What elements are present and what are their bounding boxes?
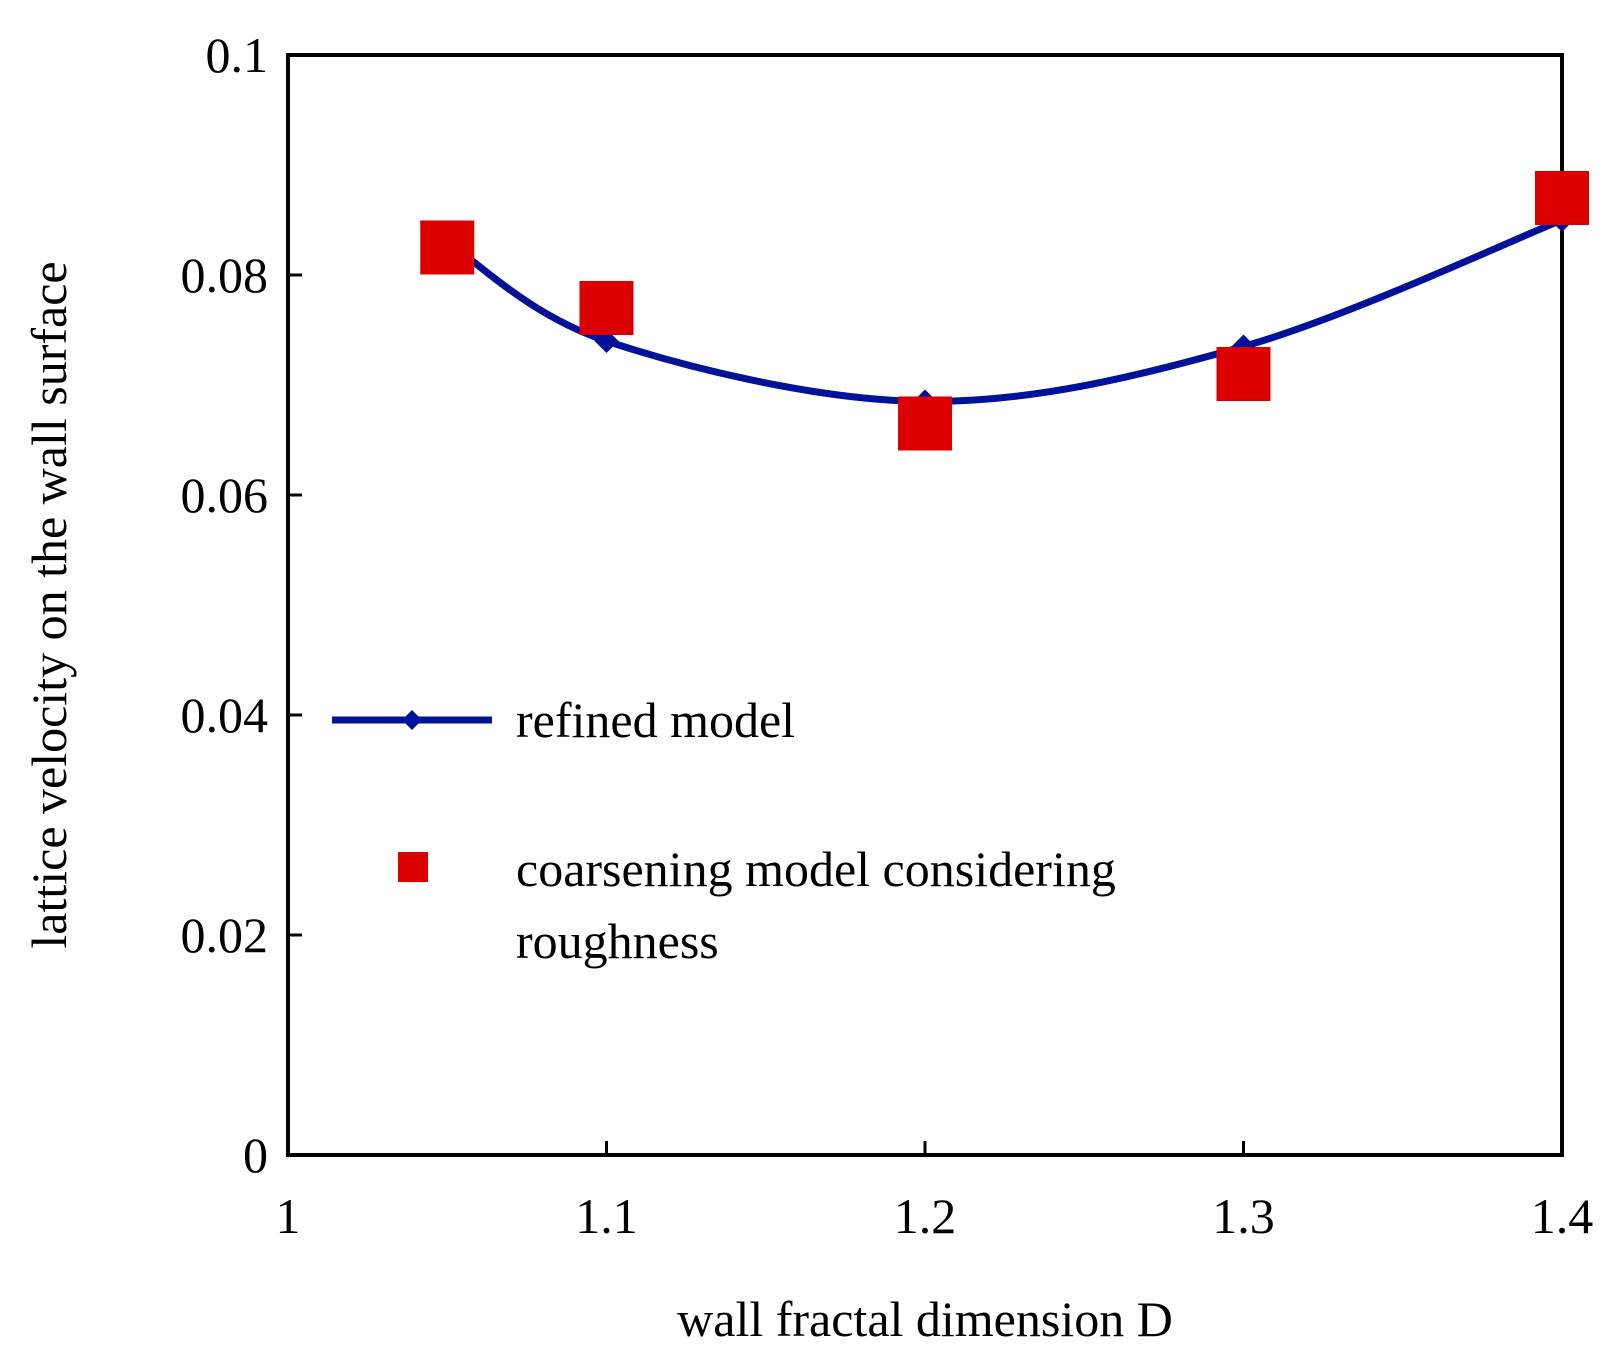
x-tick-label: 1.4 xyxy=(1531,1188,1594,1244)
x-axis-ticks: 1 1.1 1.2 1.3 1.4 xyxy=(276,1141,1594,1244)
y-tick-label: 0.06 xyxy=(181,467,269,523)
x-axis-title: wall fractal dimension D xyxy=(677,1291,1173,1347)
coarsening-point xyxy=(420,220,475,275)
y-tick-label: 0.1 xyxy=(206,27,269,83)
y-axis-title: lattice velocity on the wall surface xyxy=(21,261,77,948)
x-tick-label: 1.3 xyxy=(1212,1188,1275,1244)
y-tick-label: 0.04 xyxy=(181,687,269,743)
legend-label-coarsening-line2: roughness xyxy=(516,913,719,969)
y-tick-label: 0.02 xyxy=(181,907,269,963)
y-tick-label: 0.08 xyxy=(181,247,269,303)
coarsening-point xyxy=(1535,171,1589,225)
legend-marker-coarsening xyxy=(398,852,428,882)
x-tick-label: 1.2 xyxy=(894,1188,957,1244)
x-tick-label: 1.1 xyxy=(575,1188,638,1244)
legend-label-coarsening: coarsening model considering roughness xyxy=(516,841,1128,969)
coarsening-point xyxy=(898,396,952,451)
y-tick-label: 0 xyxy=(243,1127,268,1183)
legend-marker-refined xyxy=(402,710,422,730)
plot-frame xyxy=(286,53,1564,1157)
x-tick-label: 1 xyxy=(276,1188,301,1244)
legend: refined model coarsening model consideri… xyxy=(332,692,1128,969)
legend-label-refined: refined model xyxy=(516,692,795,748)
series-layer xyxy=(420,171,1589,451)
y-axis-ticks: 0 0.02 0.04 0.06 0.08 0.1 xyxy=(181,27,302,1183)
coarsening-point xyxy=(579,281,634,335)
legend-label-coarsening-line1: coarsening model considering xyxy=(516,841,1116,897)
coarsening-point xyxy=(1216,347,1271,401)
